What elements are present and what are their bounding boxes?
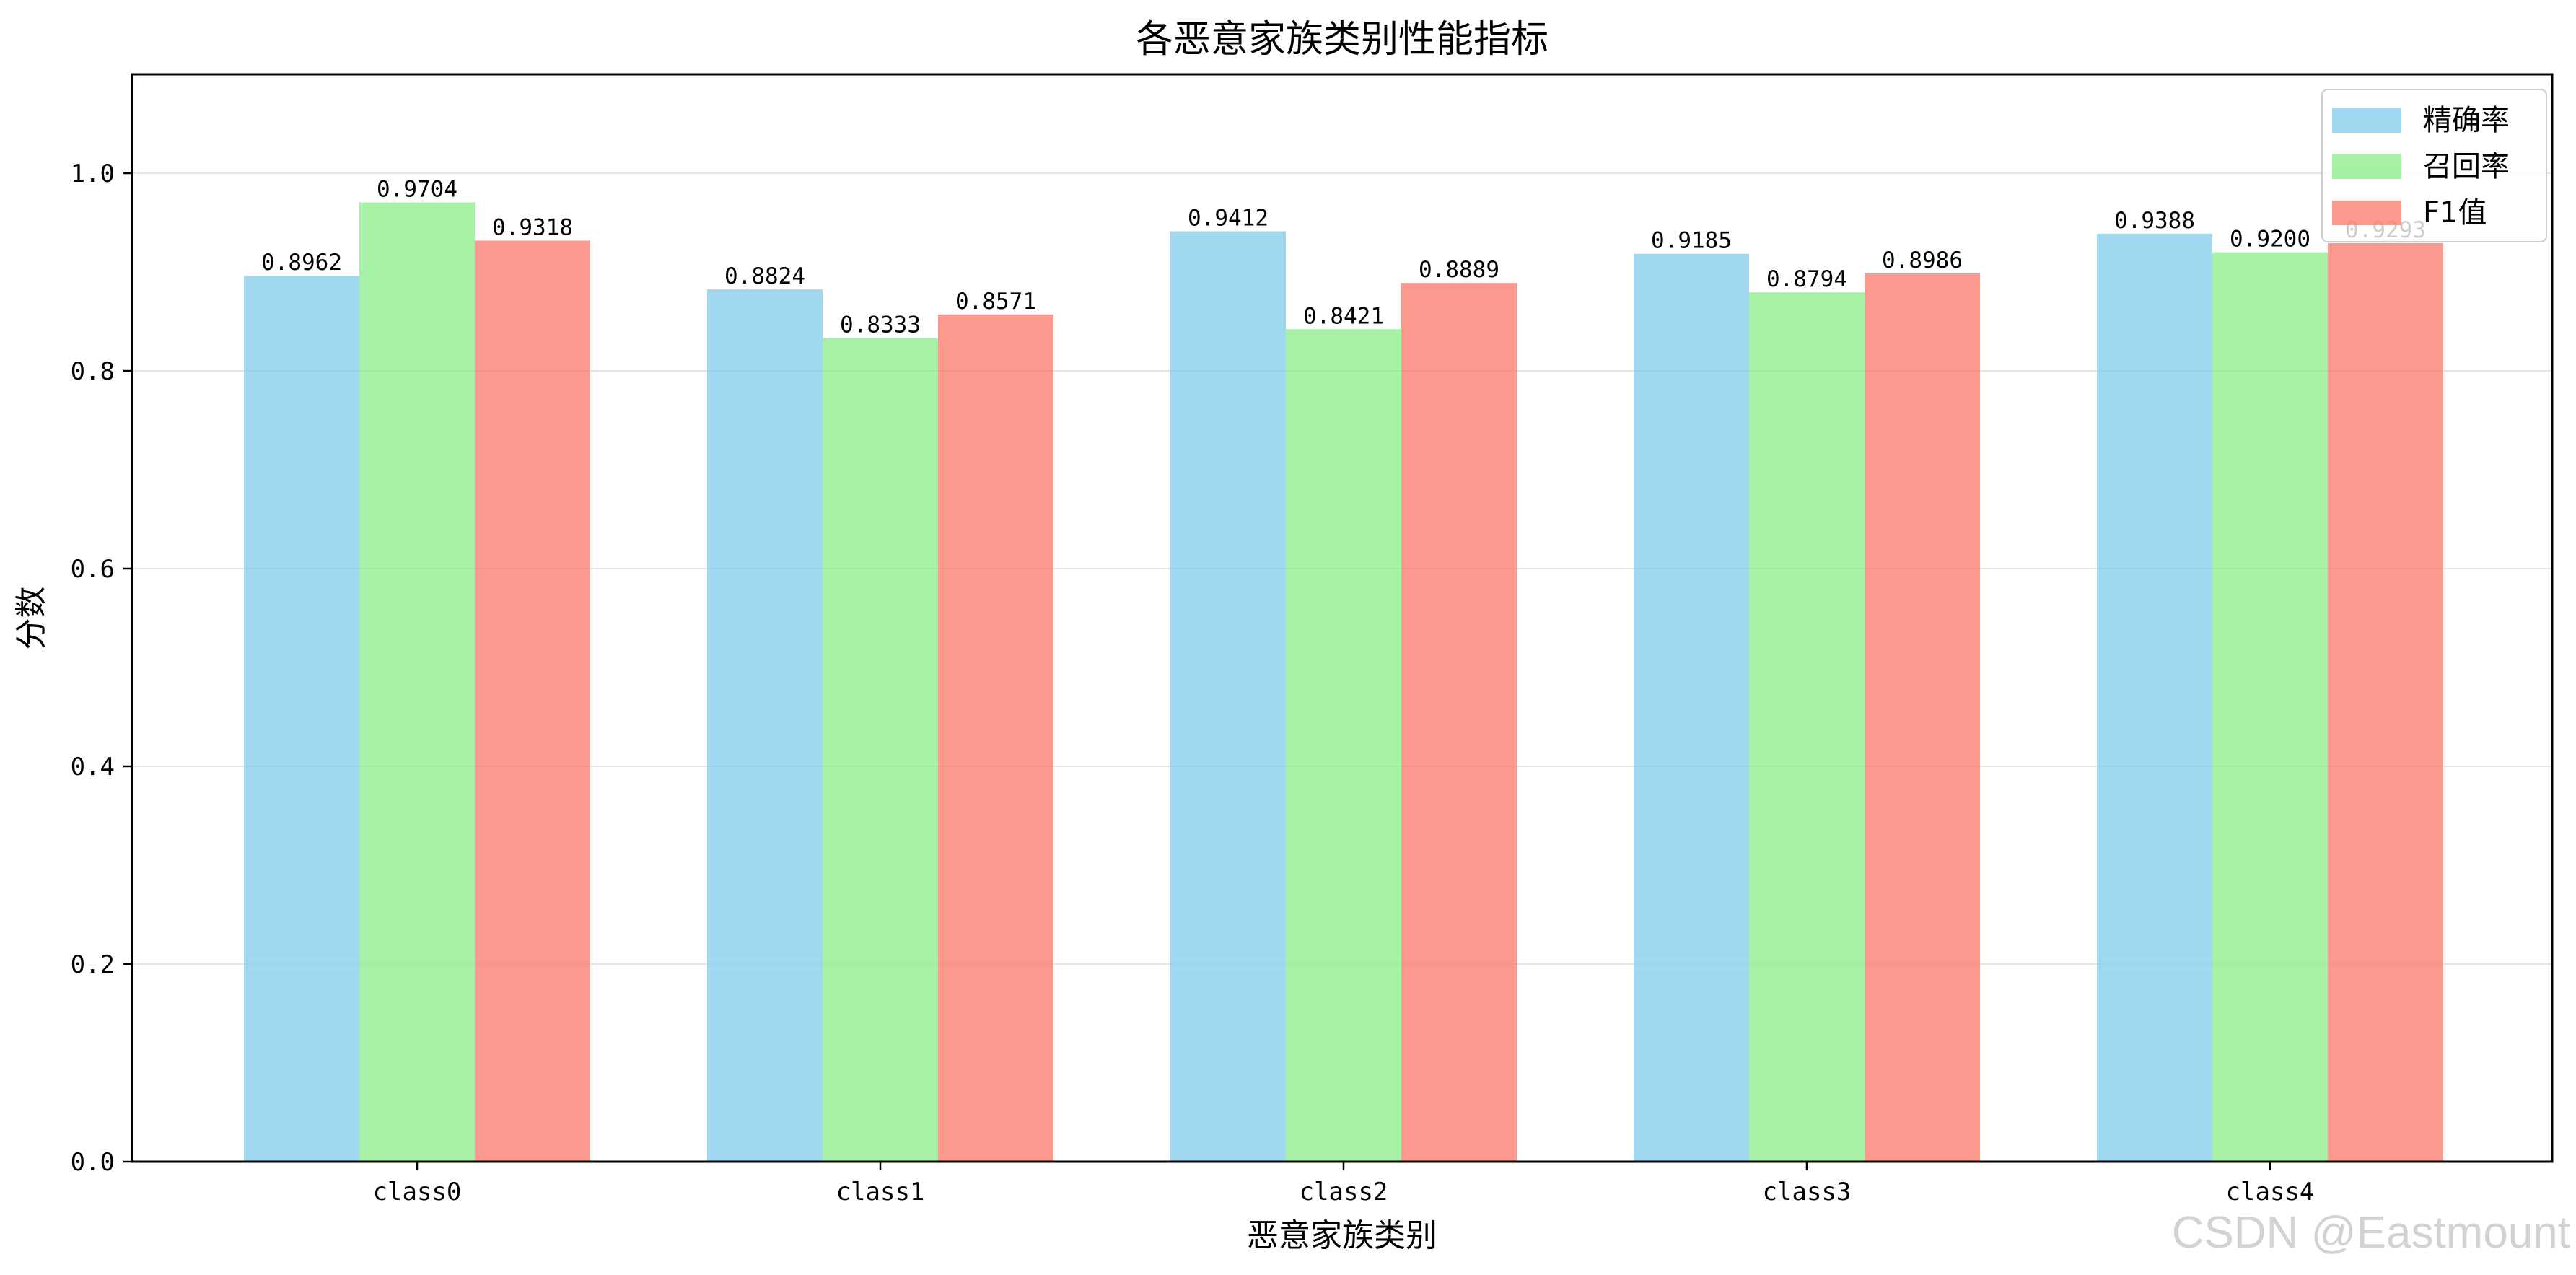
- y-tick-label: 0.4: [71, 753, 115, 781]
- data-label: 0.8889: [1419, 257, 1499, 283]
- y-tick-label: 0.8: [71, 357, 115, 386]
- chart-title: 各恶意家族类别性能指标: [1136, 18, 1548, 61]
- legend-label: 召回率: [2423, 150, 2510, 183]
- data-label: 0.8986: [1882, 247, 1963, 273]
- bar-class1-series-1: [823, 338, 938, 1162]
- y-tick-label: 0.2: [71, 950, 115, 979]
- bar-class1-series-2: [938, 314, 1053, 1162]
- watermark: CSDN @Eastmount: [2172, 1208, 2570, 1258]
- data-label: 0.8333: [840, 312, 921, 338]
- bar-class0-series-2: [475, 240, 590, 1162]
- x-tick-label: class2: [1300, 1178, 1388, 1206]
- data-label: 0.8571: [955, 289, 1036, 315]
- y-axis: 0.0 0.2 0.4 0.6 0.8 1.0: [71, 159, 132, 1177]
- y-tick-label: 0.6: [71, 555, 115, 584]
- bar-class3-series-2: [1865, 273, 1980, 1162]
- data-label: 0.9185: [1651, 228, 1732, 254]
- x-axis: class0 class1 class2 class3 class4: [373, 1162, 2315, 1206]
- legend-swatch: [2332, 154, 2401, 179]
- bar-class2-series-0: [1170, 231, 1286, 1162]
- x-tick-label: class0: [373, 1178, 462, 1206]
- bar-class0-series-1: [359, 202, 475, 1162]
- bars: [244, 202, 2443, 1162]
- bar-class0-series-0: [244, 276, 359, 1162]
- data-label: 0.9388: [2114, 208, 2195, 234]
- data-label: 0.8794: [1766, 266, 1847, 292]
- data-label: 0.9318: [492, 214, 573, 240]
- data-label: 0.8824: [724, 263, 805, 289]
- x-tick-label: class3: [1763, 1178, 1852, 1206]
- bar-class3-series-0: [1634, 253, 1749, 1162]
- y-axis-title: 分数: [13, 587, 50, 650]
- bar-class1-series-0: [707, 289, 823, 1162]
- data-label: 0.9704: [377, 177, 457, 203]
- data-label: 0.9412: [1188, 206, 1269, 232]
- data-label: 0.8962: [261, 250, 342, 276]
- legend-swatch: [2332, 108, 2401, 133]
- x-tick-label: class1: [836, 1178, 925, 1206]
- bar-class4-series-1: [2212, 252, 2328, 1162]
- plot-frame: [131, 73, 2554, 1163]
- x-tick-label: class4: [2226, 1178, 2315, 1206]
- data-label: 0.8421: [1303, 303, 1384, 329]
- bar-class4-series-2: [2328, 242, 2443, 1162]
- y-tick-label: 0.0: [71, 1148, 115, 1177]
- legend-label: F1值: [2423, 196, 2487, 229]
- bar-class2-series-1: [1286, 329, 1401, 1162]
- data-label: 0.9200: [2230, 227, 2310, 253]
- bar-class3-series-1: [1749, 292, 1865, 1162]
- legend-swatch: [2332, 201, 2401, 225]
- bar-class2-series-2: [1401, 283, 1517, 1162]
- x-axis-title: 恶意家族类别: [1247, 1217, 1437, 1254]
- bar-class4-series-0: [2097, 233, 2212, 1162]
- y-tick-label: 1.0: [71, 159, 115, 188]
- legend-label: 精确率: [2423, 104, 2510, 137]
